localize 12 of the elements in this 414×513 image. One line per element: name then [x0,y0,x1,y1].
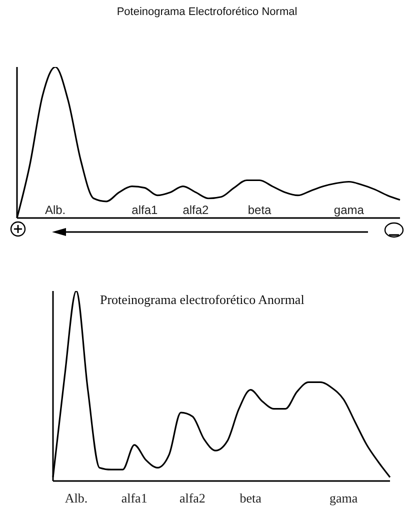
chart-title: Proteinograma electroforético Anormal [100,292,306,308]
x-tick-label: alfa1 [132,202,158,217]
x-tick-label: beta [248,202,272,217]
x-tick-label: alfa2 [179,490,206,506]
x-tick-label: beta [240,490,262,506]
x-tick-label: Alb. [64,490,88,506]
x-tick-label: Alb. [44,202,66,217]
x-tick-label: alfa2 [182,202,210,217]
chart-title: Poteinograma Electroforético Normal [116,6,298,18]
x-tick-label: alfa1 [121,490,148,506]
x-tick-label: gama [334,202,364,217]
x-tick-label: gama [329,490,358,506]
